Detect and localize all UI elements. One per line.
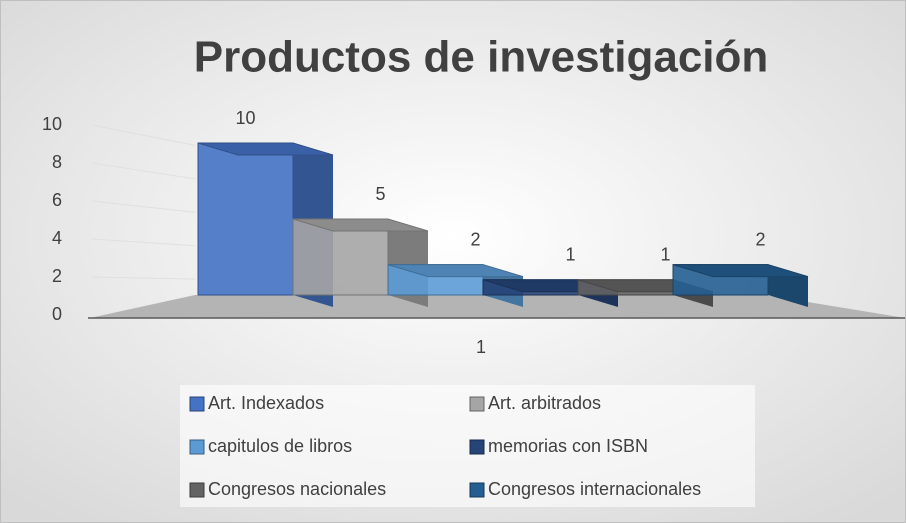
bar-top — [387, 264, 524, 278]
legend-background — [180, 385, 755, 507]
bar-top — [292, 218, 429, 232]
legend-label: Art. arbitrados — [488, 393, 601, 413]
legend-label: Art. Indexados — [208, 393, 324, 413]
legend-swatch — [189, 482, 205, 498]
y-tick-label: 10 — [42, 114, 62, 134]
data-label: 1 — [660, 245, 670, 265]
grid-line — [91, 238, 196, 247]
grid-line — [91, 200, 196, 213]
legend-swatch — [189, 439, 205, 455]
legend-swatch — [189, 396, 205, 412]
legend-label: Congresos internacionales — [488, 479, 701, 499]
y-tick-label: 8 — [52, 152, 62, 172]
chart-title: Productos de investigación — [194, 33, 769, 82]
legend-swatch — [469, 439, 485, 455]
data-label: 2 — [755, 229, 765, 249]
y-tick-label: 2 — [52, 266, 62, 286]
grid-line — [91, 124, 196, 146]
data-label: 1 — [565, 245, 575, 265]
data-label: 10 — [235, 108, 255, 128]
data-label: 5 — [375, 184, 385, 204]
bar-top — [197, 142, 334, 156]
legend-label: memorias con ISBN — [488, 436, 648, 456]
legend-label: Congresos nacionales — [208, 479, 386, 499]
x-tick-label: 1 — [476, 337, 486, 357]
bar-top — [672, 264, 809, 278]
y-tick-label: 4 — [52, 228, 62, 248]
grid-line — [91, 276, 196, 280]
data-label: 2 — [470, 229, 480, 249]
legend-label: capitulos de libros — [208, 436, 352, 456]
bar — [197, 142, 294, 296]
y-tick-label: 6 — [52, 190, 62, 210]
grid-line — [91, 162, 196, 180]
legend-swatch — [469, 482, 485, 498]
y-tick-label: 0 — [52, 304, 62, 324]
legend-swatch — [469, 396, 485, 412]
bar — [292, 218, 389, 296]
